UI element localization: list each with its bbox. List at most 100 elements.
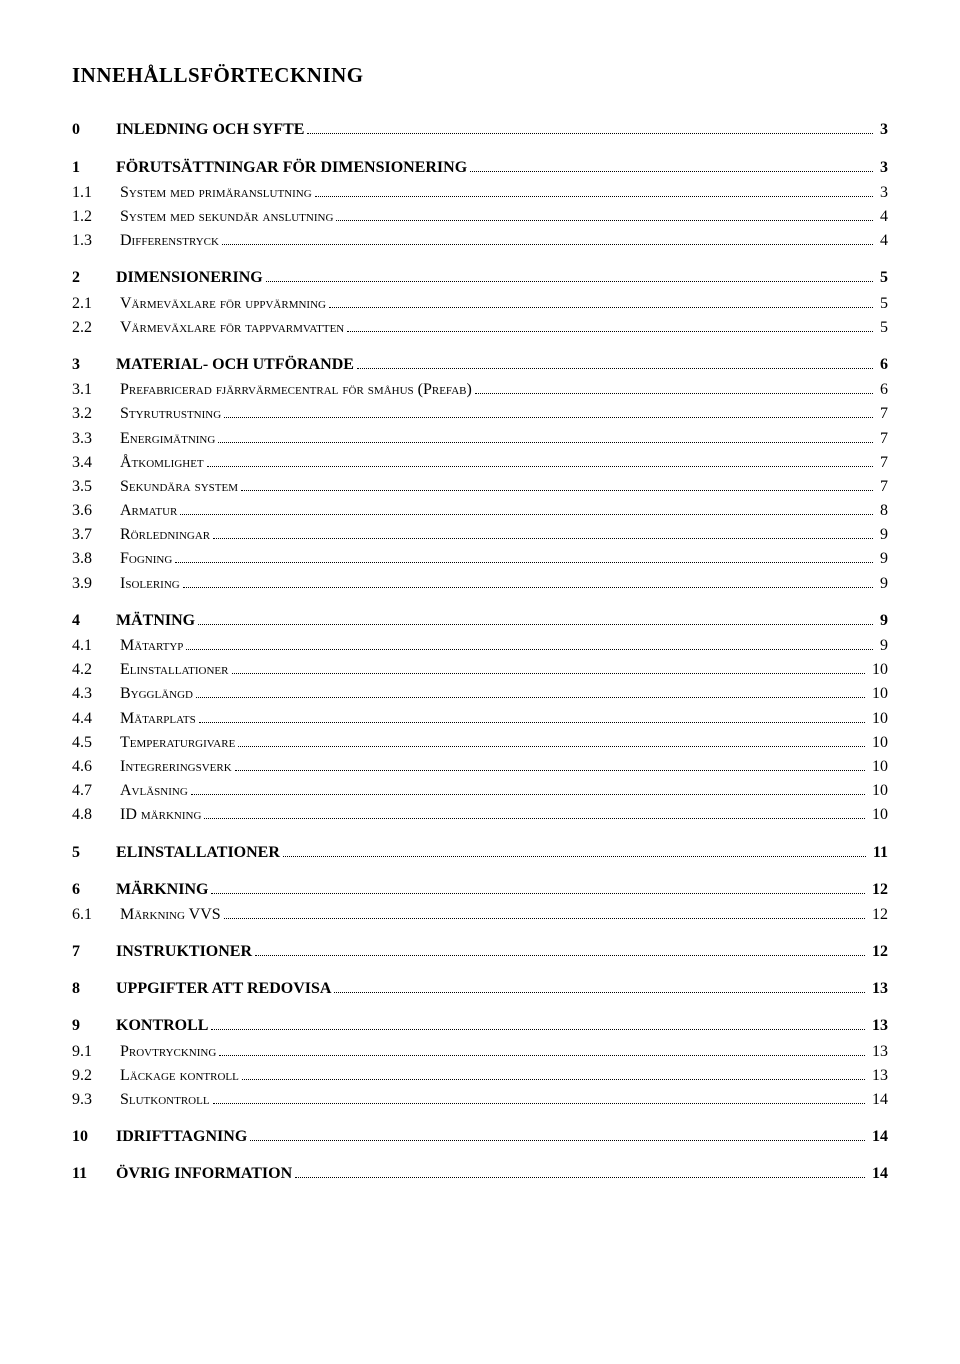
toc-number: 2 [72, 266, 116, 289]
toc-entry-level2: 3.5Sekundära system 7 [72, 475, 888, 498]
toc-label: Värmeväxlare för uppvärmning [120, 292, 326, 315]
toc-number: 5 [72, 841, 116, 864]
toc-label: UPPGIFTER ATT REDOVISA [116, 977, 331, 1000]
page-title: INNEHÅLLSFÖRTECKNING [72, 60, 888, 90]
toc-entry-level2: 3.8Fogning9 [72, 547, 888, 570]
toc-label: ÖVRIG INFORMATION [116, 1162, 292, 1185]
toc-entry-level1: 3MATERIAL- OCH UTFÖRANDE6 [72, 353, 888, 376]
toc-page: 7 [876, 402, 888, 425]
toc-page: 7 [876, 475, 888, 498]
toc-page: 14 [868, 1162, 888, 1185]
toc-number: 6 [72, 878, 116, 901]
toc-page: 14 [868, 1125, 888, 1148]
toc-number: 9 [72, 1014, 116, 1037]
toc-leader-dots [470, 171, 873, 172]
toc-entry-level2: 6.1Märkning VVS12 [72, 903, 888, 926]
toc-leader-dots [196, 697, 865, 698]
toc-page: 4 [876, 205, 888, 228]
toc-entry-level2: 3.6Armatur8 [72, 499, 888, 522]
toc-number: 9.2 [72, 1064, 120, 1087]
toc-label: System med sekundär anslutning [120, 205, 333, 228]
toc-page: 11 [869, 841, 888, 864]
toc-leader-dots [232, 673, 866, 674]
toc-leader-dots [242, 1079, 865, 1080]
toc-entry-level2: 2.1Värmeväxlare för uppvärmning5 [72, 292, 888, 315]
toc-page: 12 [868, 903, 888, 926]
toc-label: DIMENSIONERING [116, 266, 263, 289]
toc-entry-level2: 4.6Integreringsverk10 [72, 755, 888, 778]
toc-entry-level2: 3.3Energimätning7 [72, 427, 888, 450]
toc-number: 4 [72, 609, 116, 632]
toc-number: 10 [72, 1125, 116, 1148]
toc-entry-level1: 4MÄTNING 9 [72, 609, 888, 632]
toc-leader-dots [336, 220, 873, 221]
toc-page: 3 [876, 156, 888, 179]
toc-label: Avläsning [120, 779, 188, 802]
toc-leader-dots [224, 918, 865, 919]
toc-number: 3.7 [72, 523, 120, 546]
toc-page: 10 [868, 658, 888, 681]
toc-number: 3.9 [72, 572, 120, 595]
toc-leader-dots [207, 466, 873, 467]
toc-number: 9.3 [72, 1088, 120, 1111]
toc-number: 4.5 [72, 731, 120, 754]
toc-entry-level2: 1.2System med sekundär anslutning4 [72, 205, 888, 228]
toc-leader-dots [198, 624, 873, 625]
toc-label: INSTRUKTIONER [116, 940, 252, 963]
toc-leader-dots [183, 587, 873, 588]
toc-leader-dots [334, 992, 865, 993]
toc-page: 7 [876, 451, 888, 474]
toc-page: 9 [876, 609, 888, 632]
toc-label: Temperaturgivare [120, 731, 235, 754]
toc-number: 1.1 [72, 181, 120, 204]
toc-page: 5 [876, 316, 888, 339]
toc-entry-level1: 8UPPGIFTER ATT REDOVISA 13 [72, 977, 888, 1000]
toc-label: Integreringsverk [120, 755, 232, 778]
toc-entry-level2: 1.1System med primäranslutning3 [72, 181, 888, 204]
toc-entry-level2: 4.5Temperaturgivare10 [72, 731, 888, 754]
toc-leader-dots [329, 307, 873, 308]
toc-label: Sekundära system [120, 475, 238, 498]
toc-label: Mätartyp [120, 634, 183, 657]
toc-label: Elinstallationer [120, 658, 229, 681]
toc-label: Styrutrustning [120, 402, 221, 425]
toc-label: MÄTNING [116, 609, 195, 632]
toc-entry-level1: 1FÖRUTSÄTTNINGAR FÖR DIMENSIONERING3 [72, 156, 888, 179]
toc-entry-level2: 3.2Styrutrustning 7 [72, 402, 888, 425]
toc-label: System med primäranslutning [120, 181, 312, 204]
toc-number: 3.2 [72, 402, 120, 425]
toc-entry-level2: 1.3Differenstryck4 [72, 229, 888, 252]
toc-leader-dots [218, 442, 873, 443]
toc-number: 3 [72, 353, 116, 376]
toc-number: 8 [72, 977, 116, 1000]
toc-entry-level1: 11ÖVRIG INFORMATION 14 [72, 1162, 888, 1185]
toc-entry-level2: 9.2Läckage kontroll13 [72, 1064, 888, 1087]
toc-number: 3.5 [72, 475, 120, 498]
toc-entry-level2: 4.1Mätartyp9 [72, 634, 888, 657]
toc-entry-level2: 3.9Isolering9 [72, 572, 888, 595]
toc-leader-dots [175, 562, 873, 563]
toc-page: 10 [868, 803, 888, 826]
toc-label: Provtryckning [120, 1040, 216, 1063]
toc-label: Isolering [120, 572, 180, 595]
toc-number: 2.2 [72, 316, 120, 339]
toc-entry-level2: 4.3Bygglängd10 [72, 682, 888, 705]
toc-entry-level1: 5ELINSTALLATIONER11 [72, 841, 888, 864]
toc-label: FÖRUTSÄTTNINGAR FÖR DIMENSIONERING [116, 156, 467, 179]
toc-label: Slutkontroll [120, 1088, 210, 1111]
toc-label: Mätarplats [120, 707, 196, 730]
toc-page: 13 [868, 977, 888, 1000]
toc-entry-level2: 9.3Slutkontroll 14 [72, 1088, 888, 1111]
toc-label: Fogning [120, 547, 172, 570]
toc-leader-dots [186, 649, 873, 650]
toc-number: 7 [72, 940, 116, 963]
toc-entry-level2: 4.4Mätarplats10 [72, 707, 888, 730]
toc-leader-dots [266, 281, 873, 282]
toc-page: 14 [868, 1088, 888, 1111]
toc-leader-dots [213, 1103, 865, 1104]
toc-label: Åtkomlighet [120, 451, 204, 474]
toc-entry-level2: 4.8ID märkning10 [72, 803, 888, 826]
toc-entry-level1: 9KONTROLL13 [72, 1014, 888, 1037]
toc-number: 11 [72, 1162, 116, 1185]
toc-page: 9 [876, 523, 888, 546]
